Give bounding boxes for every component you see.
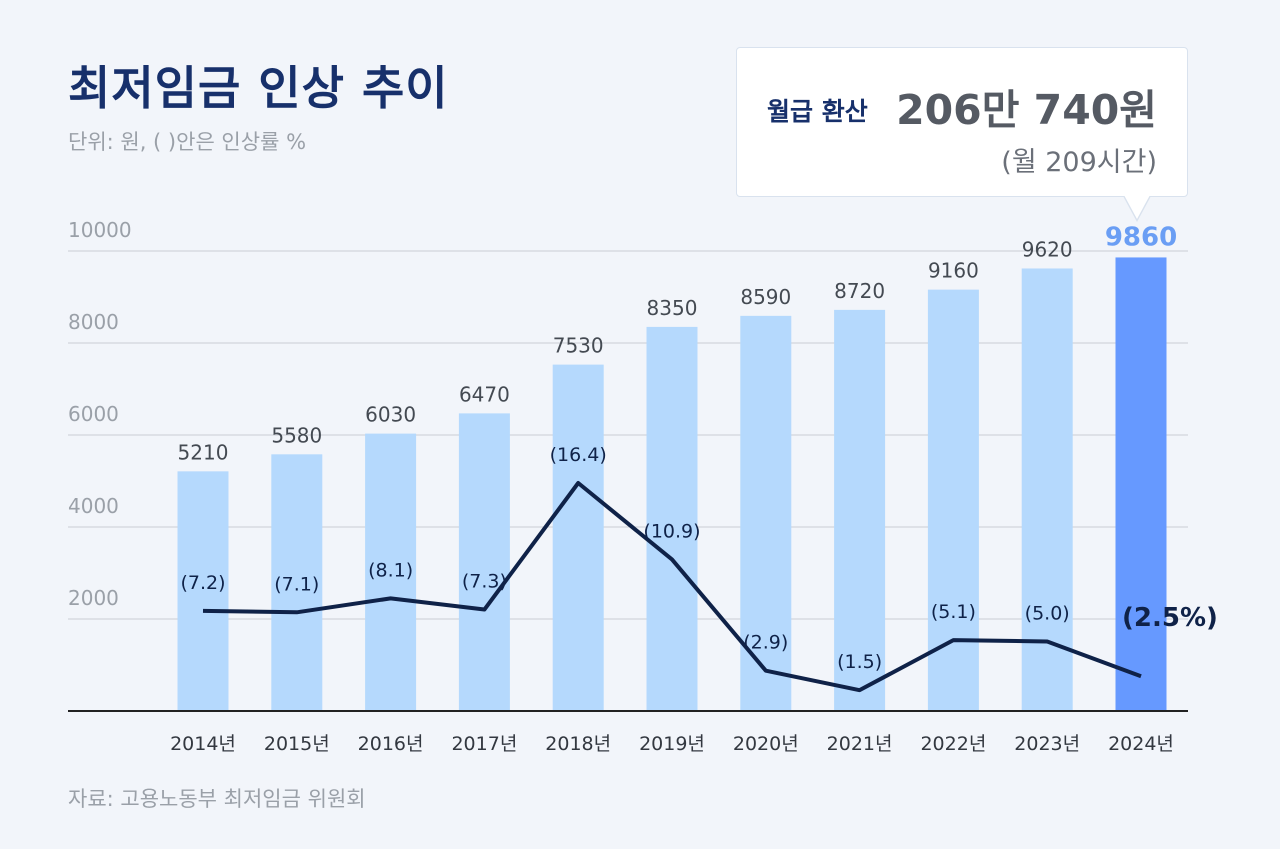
y-tick-label: 6000 — [68, 402, 119, 426]
x-tick-label: 2021년 — [827, 733, 893, 755]
x-tick-label: 2014년 — [170, 733, 236, 755]
x-tick-label: 2022년 — [920, 733, 986, 755]
bar-value-label: 7530 — [553, 334, 604, 358]
growth-rate-line — [202, 481, 1142, 693]
bar — [646, 326, 698, 711]
x-tick-label: 2016년 — [358, 733, 424, 755]
unit-note: 단위: 원, ( )안은 인상률 % — [68, 130, 307, 154]
bar-value-label: 9860 — [1105, 222, 1177, 252]
bar-value-label: 6470 — [459, 382, 510, 406]
growth-rate-label: (5.1) — [931, 601, 976, 623]
growth-rate-label: (16.4) — [550, 444, 607, 466]
bar-value-label: 8350 — [647, 296, 698, 320]
bar-value-label: 8590 — [740, 285, 791, 309]
bar — [834, 309, 886, 711]
bar — [271, 454, 323, 711]
bar — [1115, 257, 1167, 711]
bar-value-label: 5580 — [271, 423, 322, 447]
x-tick-label: 2017년 — [451, 733, 517, 755]
x-tick-label: 2020년 — [733, 733, 799, 755]
bar — [365, 433, 417, 711]
chart-title: 최저임금 인상 추이 — [68, 61, 449, 115]
y-tick-label: 8000 — [68, 310, 119, 334]
growth-rate-label: (10.9) — [643, 520, 700, 542]
x-tick-label: 2019년 — [639, 733, 705, 755]
growth-rate-label: (7.2) — [180, 572, 225, 594]
growth-rate-label: (5.0) — [1025, 602, 1070, 624]
callout-note: (월 209시간) — [1001, 147, 1157, 178]
y-tick-label: 10000 — [68, 218, 132, 242]
y-tick-label: 2000 — [68, 586, 119, 610]
growth-rate-label: (2.5%) — [1122, 603, 1218, 633]
bar-value-label: 6030 — [365, 403, 416, 427]
x-tick-label: 2015년 — [264, 733, 330, 755]
callout-tail — [1124, 195, 1150, 219]
x-tick-label: 2023년 — [1014, 733, 1080, 755]
growth-rate-label: (7.1) — [274, 573, 319, 595]
callout-value: 206만 740원 — [896, 86, 1157, 134]
bar — [740, 315, 792, 711]
x-tick-label: 2018년 — [545, 733, 611, 755]
x-tick-label: 2024년 — [1108, 733, 1174, 755]
growth-rate-label: (2.9) — [743, 632, 788, 654]
bar-value-label: 8720 — [834, 279, 885, 303]
bar — [458, 413, 510, 711]
bar-value-label: 9620 — [1022, 237, 1073, 261]
monthly-wage-callout: 월급 환산 206만 740원 (월 209시간) — [736, 47, 1188, 197]
source-note: 자료: 고용노동부 최저임금 위원회 — [68, 787, 366, 811]
bar — [552, 364, 604, 711]
bar-value-label: 9160 — [928, 259, 979, 283]
bar-value-label: 5210 — [178, 440, 229, 464]
y-tick-label: 4000 — [68, 494, 119, 518]
growth-rate-label: (8.1) — [368, 559, 413, 581]
callout-label: 월급 환산 — [767, 97, 868, 126]
bar — [1021, 268, 1073, 711]
growth-rate-label: (1.5) — [837, 651, 882, 673]
growth-rate-label: (7.3) — [462, 571, 507, 593]
bar — [177, 471, 229, 711]
